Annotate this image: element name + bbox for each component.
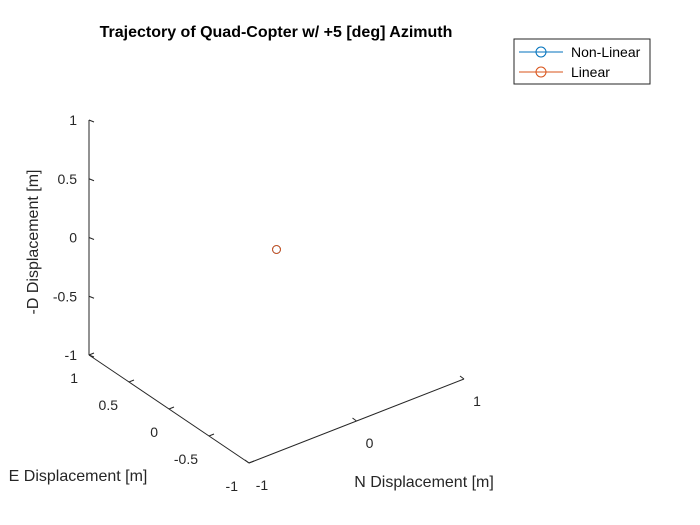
- y-tick-mark: [208, 433, 215, 437]
- z-tick-mark: [88, 119, 95, 123]
- data-point-linear: [272, 245, 281, 254]
- y-tick-label: -1: [226, 478, 239, 494]
- x-tick-label: 0: [366, 435, 374, 451]
- tick-group: -1 -0.5 0 0.5 1 -1 -0.5 0 0.5 1 -1 0 1: [53, 112, 481, 494]
- z-tick-mark: [88, 354, 95, 358]
- legend-marker-nonlinear: [535, 46, 547, 58]
- y-tick-mark: [128, 379, 135, 383]
- data-points: [272, 245, 281, 254]
- x-tick-label: 1: [473, 393, 481, 409]
- z-tick-label: 0: [69, 230, 77, 246]
- legend-label-nonlinear: Non-Linear: [571, 44, 641, 60]
- y-tick-mark: [88, 352, 95, 356]
- y-tick-mark: [248, 460, 255, 464]
- legend: Non-Linear Linear: [513, 38, 651, 85]
- z-axis-label: -D Displacement [m]: [25, 170, 42, 315]
- x-axis-label: N Displacement [m]: [354, 474, 494, 491]
- y-tick-label: 0.5: [99, 397, 119, 413]
- z-tick-label: 1: [69, 112, 77, 128]
- y-tick-label: -0.5: [174, 451, 198, 467]
- z-tick-label: -1: [65, 347, 78, 363]
- legend-marker-linear: [535, 66, 547, 78]
- z-tick-label: 0.5: [58, 171, 78, 187]
- legend-box: [513, 38, 651, 85]
- z-tick-mark: [88, 295, 95, 299]
- x-tick-mark: [352, 417, 357, 422]
- x-tick-mark: [459, 375, 465, 380]
- z-tick-mark: [88, 237, 95, 240]
- z-tick-label: -0.5: [53, 288, 77, 304]
- x-tick-mark: [244, 459, 250, 464]
- legend-label-linear: Linear: [571, 64, 610, 80]
- y-tick-label: 1: [70, 370, 78, 386]
- chart-title: Trajectory of Quad-Copter w/ +5 [deg] Az…: [100, 24, 453, 41]
- y-axis-label: E Displacement [m]: [9, 468, 148, 485]
- y-tick-label: 0: [150, 424, 158, 440]
- y-tick-mark: [168, 406, 175, 410]
- x-tick-label: -1: [256, 477, 269, 493]
- z-tick-mark: [88, 178, 95, 182]
